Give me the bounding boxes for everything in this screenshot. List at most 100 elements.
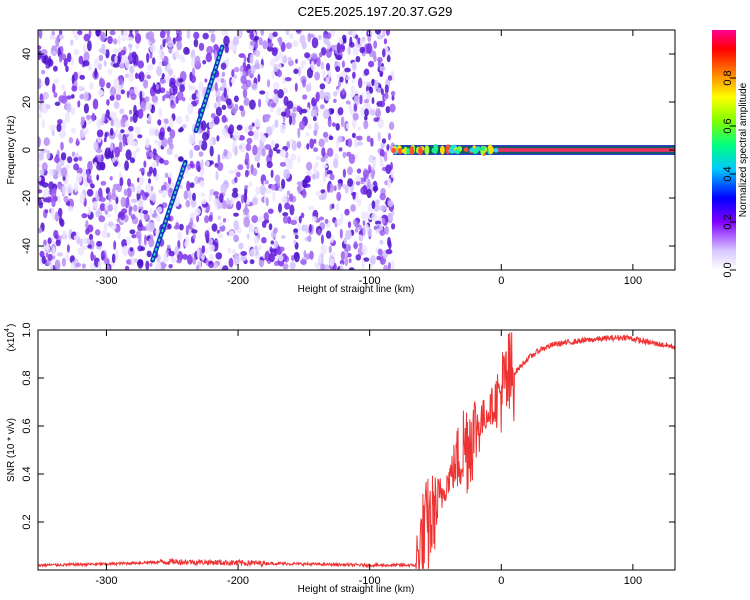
noise-blob <box>155 262 162 270</box>
noise-blob <box>148 237 155 248</box>
noise-blob <box>271 47 278 56</box>
noise-blob <box>356 168 362 174</box>
noise-blob <box>363 68 370 76</box>
noise-blob <box>345 243 351 251</box>
noise-blob <box>56 123 62 132</box>
noise-blob <box>60 167 68 177</box>
noise-blob <box>71 85 78 92</box>
noise-blob <box>341 60 345 68</box>
noise-blob <box>266 161 273 169</box>
svg-text:(x10: (x10 <box>6 332 17 352</box>
noise-blob <box>233 95 239 103</box>
noise-blob <box>323 264 331 270</box>
noise-blob <box>120 30 124 36</box>
noise-blob <box>151 95 158 103</box>
noise-blob <box>280 111 287 117</box>
noise-blob <box>320 263 325 270</box>
noise-blob <box>192 233 196 240</box>
noise-blob <box>109 176 113 181</box>
noise-blob <box>390 90 396 97</box>
noise-blob <box>153 209 157 216</box>
diagonal-trace-core-1 <box>151 161 187 261</box>
noise-blob <box>309 250 314 260</box>
noise-blob <box>124 265 130 270</box>
noise-blob <box>113 101 120 109</box>
noise-blob <box>120 89 125 95</box>
y-tick-label: 20 <box>21 96 33 108</box>
noise-blob <box>120 196 127 208</box>
noise-blob <box>389 103 396 113</box>
noise-blob <box>135 147 141 153</box>
noise-blob <box>278 51 284 60</box>
noise-blob <box>246 233 250 240</box>
noise-blob <box>61 257 66 267</box>
noise-blob <box>360 37 366 45</box>
noise-blob <box>320 61 325 70</box>
noise-blob <box>226 204 231 210</box>
noise-blob <box>217 232 224 239</box>
noise-blob <box>353 139 359 149</box>
noise-blob <box>289 261 296 270</box>
noise-blob <box>246 79 252 87</box>
colorbar-tick-label: 0.2 <box>722 214 734 229</box>
noise-blob <box>44 244 51 254</box>
noise-blob <box>261 237 267 244</box>
noise-blob <box>164 172 169 178</box>
noise-blob <box>240 255 248 262</box>
noise-blob <box>98 78 106 88</box>
noise-blob <box>333 158 339 169</box>
noise-blob <box>324 137 329 143</box>
noise-blob <box>296 181 304 186</box>
noise-blob <box>86 224 94 233</box>
noise-blob <box>367 164 372 173</box>
noise-blob <box>292 106 297 113</box>
noise-blob <box>214 82 218 92</box>
noise-blob <box>133 204 138 212</box>
noise-blob <box>377 87 381 93</box>
noise-blob <box>206 160 210 167</box>
noise-blob <box>189 182 195 189</box>
noise-blob <box>110 118 115 127</box>
noise-blob <box>305 132 310 137</box>
noise-blob <box>307 32 312 43</box>
noise-blob <box>41 182 49 188</box>
noise-blob <box>82 127 89 135</box>
noise-blob <box>221 200 228 210</box>
noise-blob <box>360 107 365 115</box>
noise-blob <box>321 147 326 158</box>
noise-blob <box>346 123 350 130</box>
noise-blob <box>319 83 326 90</box>
noise-blob <box>271 124 276 131</box>
noise-blob <box>312 116 317 122</box>
noise-blob <box>336 42 341 54</box>
noise-blob <box>48 181 54 191</box>
noise-blob <box>314 71 320 81</box>
noise-blob <box>360 186 367 195</box>
noise-blob <box>240 251 247 256</box>
noise-blob <box>149 208 153 215</box>
noise-blob <box>130 213 136 220</box>
noise-blob <box>268 223 273 231</box>
noise-blob <box>181 97 186 102</box>
noise-blob <box>368 60 375 68</box>
noise-blob <box>329 258 335 263</box>
noise-blob <box>173 225 180 230</box>
noise-blob <box>300 259 307 265</box>
noise-blob <box>355 254 362 261</box>
noise-blob <box>383 264 389 270</box>
noise-blob <box>49 34 56 40</box>
noise-blob <box>149 44 156 53</box>
noise-blob <box>222 218 227 223</box>
noise-blob <box>340 251 345 261</box>
noise-blob <box>384 84 389 94</box>
noise-blob <box>329 173 335 181</box>
noise-blob <box>242 61 246 68</box>
noise-blob <box>269 59 276 67</box>
noise-blob <box>377 60 382 68</box>
noise-blob <box>115 93 121 101</box>
noise-blob <box>115 249 119 261</box>
noise-blob <box>259 64 264 69</box>
noise-blob <box>307 205 315 211</box>
noise-blob <box>386 144 390 151</box>
